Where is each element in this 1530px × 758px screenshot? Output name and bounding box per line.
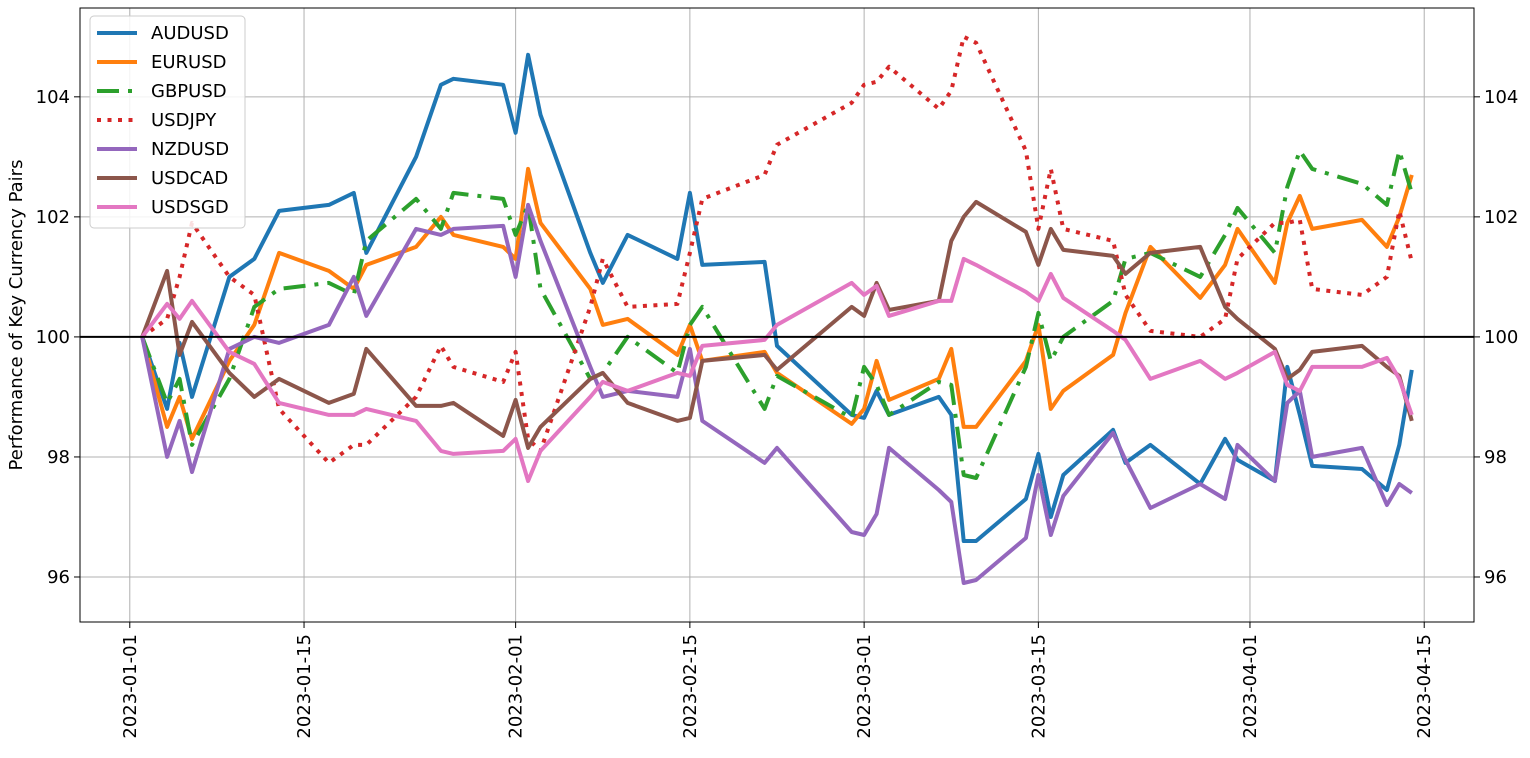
legend-label: AUDUSD <box>151 23 229 44</box>
series-line <box>140 199 1414 450</box>
series-line <box>140 202 1413 585</box>
x-tick-label: 2023-01-01 <box>120 634 141 739</box>
x-tick-label: 2023-04-01 <box>1240 634 1261 739</box>
y-tick-label: 104 <box>36 87 70 108</box>
legend-label: USDCAD <box>151 168 228 189</box>
series-line <box>140 166 1414 441</box>
y-tick-label: 100 <box>36 327 70 348</box>
y2-tick-label: 96 <box>1484 567 1507 588</box>
series-line <box>141 34 1414 465</box>
y2-tick-label: 104 <box>1484 87 1518 108</box>
y2-tick-label: 98 <box>1484 447 1507 468</box>
legend-label: USDJPY <box>151 110 217 131</box>
x-tick-label: 2023-04-15 <box>1414 634 1435 739</box>
legend-label: EURUSD <box>151 52 227 73</box>
y2-tick-label: 100 <box>1484 327 1518 348</box>
series-line <box>140 256 1414 483</box>
y-axis-label: Performance of Key Currency Pairs <box>6 160 27 471</box>
series-line <box>140 148 1414 480</box>
y2-tick-label: 102 <box>1484 207 1518 228</box>
x-tick-label: 2023-03-01 <box>854 634 875 739</box>
x-tick-label: 2023-01-15 <box>294 634 315 739</box>
x-tick-label: 2023-02-15 <box>680 634 701 739</box>
y-tick-label: 98 <box>47 447 70 468</box>
legend-box <box>89 15 246 229</box>
x-tick-label: 2023-02-01 <box>506 634 527 739</box>
x-tick-label: 2023-03-15 <box>1028 634 1049 739</box>
legend-label: GBPUSD <box>151 81 227 102</box>
legend-label: NZDUSD <box>151 139 229 160</box>
y-tick-label: 96 <box>47 567 70 588</box>
legend-label: USDSGD <box>151 197 229 218</box>
plot-frame <box>79 7 1475 623</box>
y-tick-label: 102 <box>36 207 70 228</box>
